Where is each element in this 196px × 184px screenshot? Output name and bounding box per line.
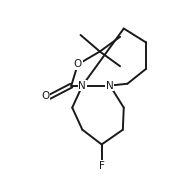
Text: O: O — [74, 59, 82, 69]
Text: N: N — [78, 81, 86, 91]
Text: F: F — [99, 161, 105, 171]
Text: N: N — [106, 81, 114, 91]
Text: O: O — [41, 91, 50, 101]
